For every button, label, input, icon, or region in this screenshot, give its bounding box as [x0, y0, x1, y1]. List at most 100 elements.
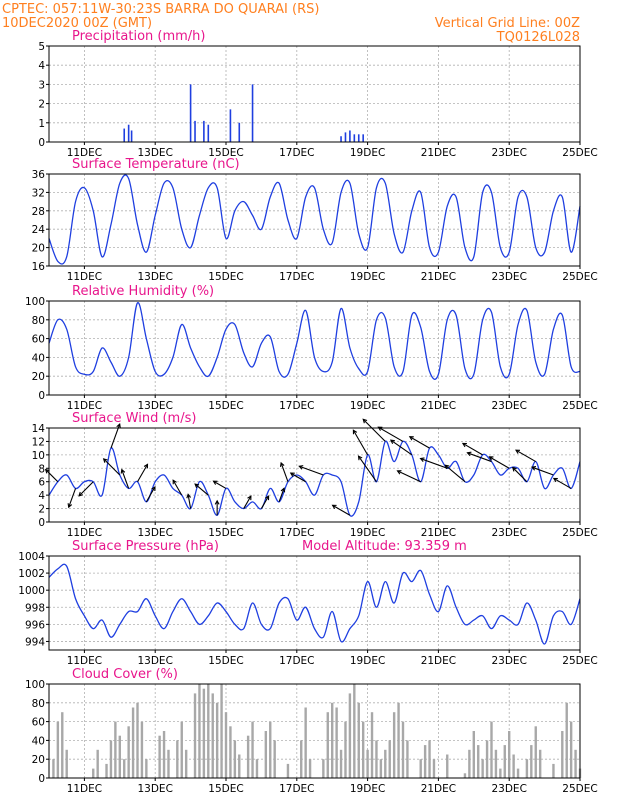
wind-arrow-head — [214, 499, 220, 505]
cloud-bar — [162, 731, 166, 778]
x-tick-label: 25DEC — [562, 783, 597, 795]
header-run-date: 10DEC2020 00Z (GMT) — [2, 16, 152, 31]
cloud-bar — [184, 749, 188, 778]
wind-arrow — [467, 452, 492, 463]
cloud-bar — [233, 740, 237, 778]
cloud-bar — [304, 707, 307, 778]
wind-arrow-head — [298, 465, 304, 470]
y-tick-label: 0 — [38, 137, 45, 149]
x-tick-label: 15DEC — [208, 147, 243, 159]
cloud-bar — [114, 721, 117, 778]
wind-arrow-head — [120, 468, 126, 474]
cloud-bar — [300, 740, 303, 778]
x-tick-label: 17DEC — [279, 271, 314, 283]
wind-arrow-head — [515, 449, 521, 454]
x-tick-label: 11DEC — [67, 147, 102, 159]
x-tick-label: 25DEC — [562, 147, 597, 159]
cloud-bar — [246, 735, 250, 778]
wind-arrow — [420, 458, 448, 469]
y-tick-label: 100 — [25, 679, 45, 691]
cloud-bar — [339, 749, 343, 778]
precip-bar — [189, 84, 192, 142]
cloud-bar — [224, 712, 228, 778]
x-tick-label: 19DEC — [350, 783, 385, 795]
x-tick-label: 21DEC — [421, 527, 456, 539]
series-line — [48, 174, 581, 265]
wind-arrow — [299, 465, 324, 476]
series-line — [48, 302, 581, 380]
panel-title: Surface Wind (m/s) — [72, 411, 196, 426]
wind-arrow — [172, 479, 183, 496]
y-tick-label: 10 — [32, 450, 45, 462]
cloud-bar — [96, 749, 99, 778]
precip-bar — [130, 130, 133, 142]
y-tick-label: 2 — [38, 504, 45, 516]
panel-title: Cloud Cover (%) — [72, 667, 178, 682]
cloud-bar — [202, 688, 206, 778]
cloud-bar — [472, 731, 475, 778]
cloud-bar — [229, 726, 232, 778]
y-tick-label: 14 — [32, 423, 46, 435]
cloud-bar — [158, 735, 161, 778]
x-tick-label: 19DEC — [350, 655, 385, 667]
panel-title: Precipitation (mm/h) — [72, 29, 205, 44]
y-tick-label: 36 — [32, 169, 46, 181]
precip-bar — [251, 84, 254, 142]
wind-arrow — [121, 469, 130, 489]
wind-arrow-head — [530, 466, 537, 471]
y-tick-label: 1002 — [18, 568, 45, 580]
cloud-bar — [477, 745, 480, 778]
x-tick-label: 25DEC — [562, 271, 597, 283]
x-tick-label: 19DEC — [350, 400, 385, 412]
cloud-bar — [428, 740, 431, 778]
y-tick-label: 80 — [32, 315, 45, 327]
cloud-bar — [251, 721, 254, 778]
cloud-bar — [530, 745, 533, 778]
precip-bar — [357, 134, 360, 142]
wind-arrow — [515, 449, 537, 463]
wind-arrow — [103, 458, 121, 476]
cloud-bar — [357, 702, 360, 778]
model-altitude-label: Model Altitude: 93.359 m — [302, 539, 467, 554]
cloud-bar — [56, 721, 60, 778]
x-tick-label: 13DEC — [137, 147, 172, 159]
cloud-bar — [388, 740, 391, 778]
cloud-bar — [406, 740, 409, 778]
wind-arrow — [512, 467, 528, 483]
panel-frame — [48, 173, 581, 267]
wind-arrow — [137, 464, 148, 482]
wind-arrow — [280, 462, 289, 482]
wind-arrow-head — [461, 442, 467, 448]
cloud-bar — [331, 702, 334, 778]
wind-arrow-head — [444, 464, 450, 470]
wind-arrow-head — [488, 456, 494, 461]
wind-arrow — [444, 464, 466, 483]
precipitation-panel: 0 1 2 3 4 5 11DEC 13DEC 15DEC 17DEC 19DEC 21DEC 23DE… — [38, 29, 597, 159]
wind-arrow — [489, 456, 510, 469]
wind-arrow — [243, 495, 252, 509]
wind-arrow — [290, 472, 306, 483]
cloud-bar — [348, 693, 352, 778]
cloud-bar — [468, 749, 471, 778]
cloud-bar — [198, 684, 201, 778]
pressure-panel: 994 996 998 1000 1002 1004 11DEC 13DEC 15DEC 17DE… — [18, 539, 597, 667]
x-tick-label: 13DEC — [137, 400, 172, 412]
cloud-bar — [463, 773, 467, 778]
y-tick-label: 994 — [25, 636, 45, 648]
x-tick-label: 25DEC — [562, 527, 597, 539]
wind-arrow-head — [389, 439, 395, 445]
wind-arrow-head — [67, 503, 73, 509]
cloud-bar — [569, 721, 573, 778]
cloud-bar — [105, 763, 108, 778]
cloud-bar — [308, 759, 312, 778]
cloud-bar — [397, 702, 400, 778]
wind-arrow — [362, 418, 386, 442]
wind-arrow — [378, 426, 404, 442]
y-tick-label: 6 — [38, 477, 45, 489]
cloud-bar — [344, 721, 347, 778]
precip-bar — [340, 136, 342, 142]
cloud-bar — [490, 721, 493, 778]
cloud-bar — [538, 749, 542, 778]
precip-bar — [349, 130, 351, 142]
